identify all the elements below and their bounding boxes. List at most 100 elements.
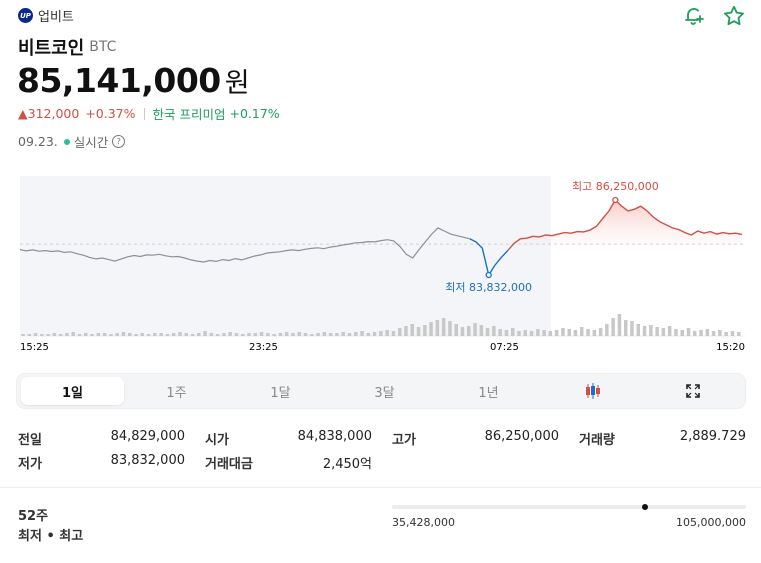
tab-1day[interactable]: 1일 [21, 377, 124, 405]
bell-plus-icon[interactable] [682, 4, 706, 28]
volume-bar [630, 321, 634, 336]
volume-bar [165, 334, 170, 336]
volume-bar [40, 334, 44, 336]
high-value: 86,250,000 [484, 429, 559, 444]
night-session-bg [20, 176, 551, 336]
volume-bar [153, 333, 157, 336]
volume-bar [171, 333, 176, 336]
volume-bar [278, 333, 283, 336]
volume-bar [228, 332, 232, 336]
volume-bar [655, 327, 659, 336]
tab-1year[interactable]: 1년 [478, 385, 499, 401]
volume-bar [303, 333, 308, 336]
volume-bar [46, 334, 50, 336]
volume-bar [398, 328, 402, 336]
volume-bar [479, 325, 484, 336]
volume-bar [429, 322, 433, 336]
volume-bar [222, 333, 226, 336]
volume-bar [498, 329, 502, 336]
volume-bar [140, 333, 144, 336]
low-value: 83,832,000 [110, 453, 185, 468]
volume-bar [718, 330, 722, 336]
volume-bar [360, 331, 364, 336]
current-price: 85,141,000 [17, 60, 221, 100]
volume-bar [96, 333, 101, 336]
volume-bar [636, 324, 640, 336]
volume-bar [291, 333, 295, 336]
high-label: 고가 [392, 433, 416, 448]
volume-bar [241, 334, 245, 336]
high-point [612, 196, 619, 204]
volume-bar [737, 332, 741, 336]
volume-bar [705, 329, 710, 336]
week52-range-track [392, 505, 746, 509]
price-chart[interactable]: 최고 86,250,000 최저 83,832,000 15:25 23:25 … [0, 170, 761, 355]
volume-bar [511, 328, 515, 336]
week52-sublabel: 최저 • 최고 [18, 529, 84, 544]
volume-bar [561, 328, 565, 336]
volume-bar [385, 330, 389, 336]
volume-bar [517, 331, 521, 336]
volume-bar [580, 327, 584, 336]
low-annotation: 최저 83,832,000 [445, 281, 532, 294]
exchange-brand: UP 업비트 [18, 6, 74, 25]
volume-bar [661, 328, 666, 336]
expand-button[interactable] [641, 377, 744, 405]
volume-bar [435, 320, 440, 336]
upbit-logo: UP [18, 8, 33, 23]
volume-bar [190, 334, 195, 336]
coin-title: 비트코인 BTC [18, 34, 116, 60]
volume-value: 2,889.729 [679, 429, 746, 444]
tab-3month[interactable]: 3달 [374, 385, 395, 401]
date-label: 09.23. [18, 134, 58, 149]
volume-bar [71, 332, 75, 336]
x-tick-2: 07:25 [490, 342, 519, 353]
candlestick-button[interactable] [541, 377, 644, 405]
tab-1month[interactable]: 1달 [270, 385, 291, 401]
volume-bar [65, 333, 69, 336]
volume-bar [680, 330, 684, 336]
premium-label: 한국 프리미엄 [152, 107, 226, 122]
coin-name: 비트코인 [18, 38, 85, 59]
volume-bar [184, 333, 188, 336]
volume-bar [473, 323, 477, 336]
volume-bar [310, 334, 314, 336]
open-label: 시가 [205, 433, 229, 448]
volume-bar [77, 334, 82, 336]
volume-bar [686, 328, 691, 336]
volume-bar [366, 333, 371, 336]
volume-bar [573, 330, 578, 336]
premium-value: +0.17% [229, 106, 280, 121]
volume-bar [605, 324, 609, 336]
volume-bar [624, 320, 628, 336]
volume-bar [102, 333, 107, 336]
help-icon[interactable]: ? [112, 135, 126, 148]
volume-bar [598, 328, 603, 336]
volume-bar [536, 329, 540, 336]
volume-bar [347, 333, 352, 336]
x-tick-1: 23:25 [249, 342, 278, 353]
date-row: 09.23. 실시간 ? [18, 132, 126, 151]
volume-bar [441, 318, 446, 336]
tab-1week[interactable]: 1주 [166, 385, 187, 401]
volume-bar [115, 333, 119, 336]
volume-bar [297, 332, 301, 336]
price-line-gray [19, 227, 470, 263]
change-percent: +0.37% [85, 106, 136, 121]
volume-bar [272, 334, 276, 336]
volume-bar [58, 334, 63, 336]
prev-close-value: 84,829,000 [110, 429, 185, 444]
volume-label: 거래량 [579, 433, 615, 448]
volume-bar [730, 331, 735, 336]
coin-ticker: BTC [89, 39, 117, 55]
week52-low-value: 35,428,000 [392, 516, 455, 529]
volume-bar [724, 332, 728, 336]
volume-bar [197, 333, 201, 336]
star-icon[interactable] [722, 4, 746, 28]
volume-bar [667, 326, 672, 336]
volume-bar [423, 325, 427, 336]
volume-bar [209, 333, 214, 336]
price-display: 85,141,000 원 [17, 58, 250, 102]
high-annotation: 최고 86,250,000 [572, 180, 659, 193]
volume-bar [178, 332, 182, 336]
